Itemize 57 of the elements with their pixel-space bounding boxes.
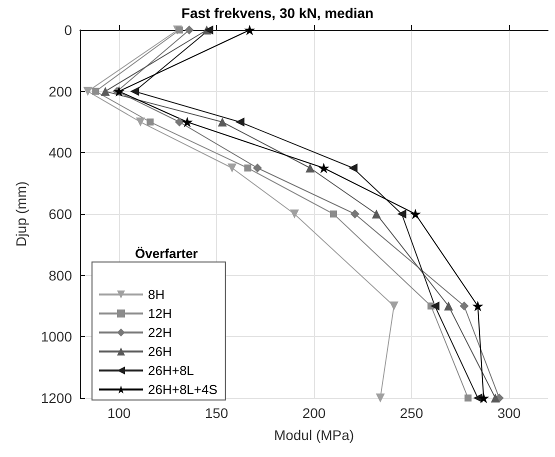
point [444,302,454,310]
legend-label: 26H+8L [148,363,194,378]
point [130,86,140,96]
point [464,394,472,402]
y-tick-label: 600 [48,206,72,222]
y-tick-label: 400 [48,144,72,161]
point [397,210,406,218]
point [235,118,244,126]
point [372,210,381,218]
x-tick-label: 250 [400,405,424,421]
point [389,302,398,310]
legend-label: 26H [148,344,172,359]
point [410,208,421,220]
point [350,210,360,218]
y-tick-label: 1000 [40,328,72,345]
point [83,86,92,96]
x-tick-label: 300 [497,405,521,421]
point [174,118,184,126]
point [114,86,124,97]
chart-title: Fast frekvens, 30 kN, median [181,5,374,21]
y-tick-label: 0 [64,22,72,38]
point [330,210,337,218]
point [430,302,440,310]
point [290,210,299,218]
point [478,392,490,404]
point [472,300,484,312]
x-axis-title: Modul (MPa) [274,427,354,443]
point [182,116,193,128]
point [490,394,500,402]
legend-title: Överfarter [135,246,198,261]
point [228,164,237,172]
x-tick-label: 100 [107,405,131,421]
point [318,162,330,174]
point [92,88,100,95]
point [136,118,145,126]
point [376,394,385,402]
point [218,118,227,126]
legend-label: 12H [148,306,172,321]
legend-label: 22H [148,325,172,340]
y-tick-label: 200 [48,83,72,100]
point [176,26,183,34]
legend-label: 26H+8L+4S [148,382,218,397]
y-axis-title: Djup (mm) [13,181,29,247]
point [306,164,315,172]
x-tick-label: 200 [302,405,326,421]
y-tick-label: 1200 [40,390,72,406]
legend-label: 8H [148,287,165,302]
y-tick-label: 800 [48,267,72,284]
point [348,164,358,172]
point [244,24,256,36]
point [146,118,154,126]
point [244,164,252,172]
point [460,302,469,310]
point [184,26,194,34]
x-tick-label: 150 [204,405,228,421]
point [252,164,262,172]
point [100,86,110,96]
